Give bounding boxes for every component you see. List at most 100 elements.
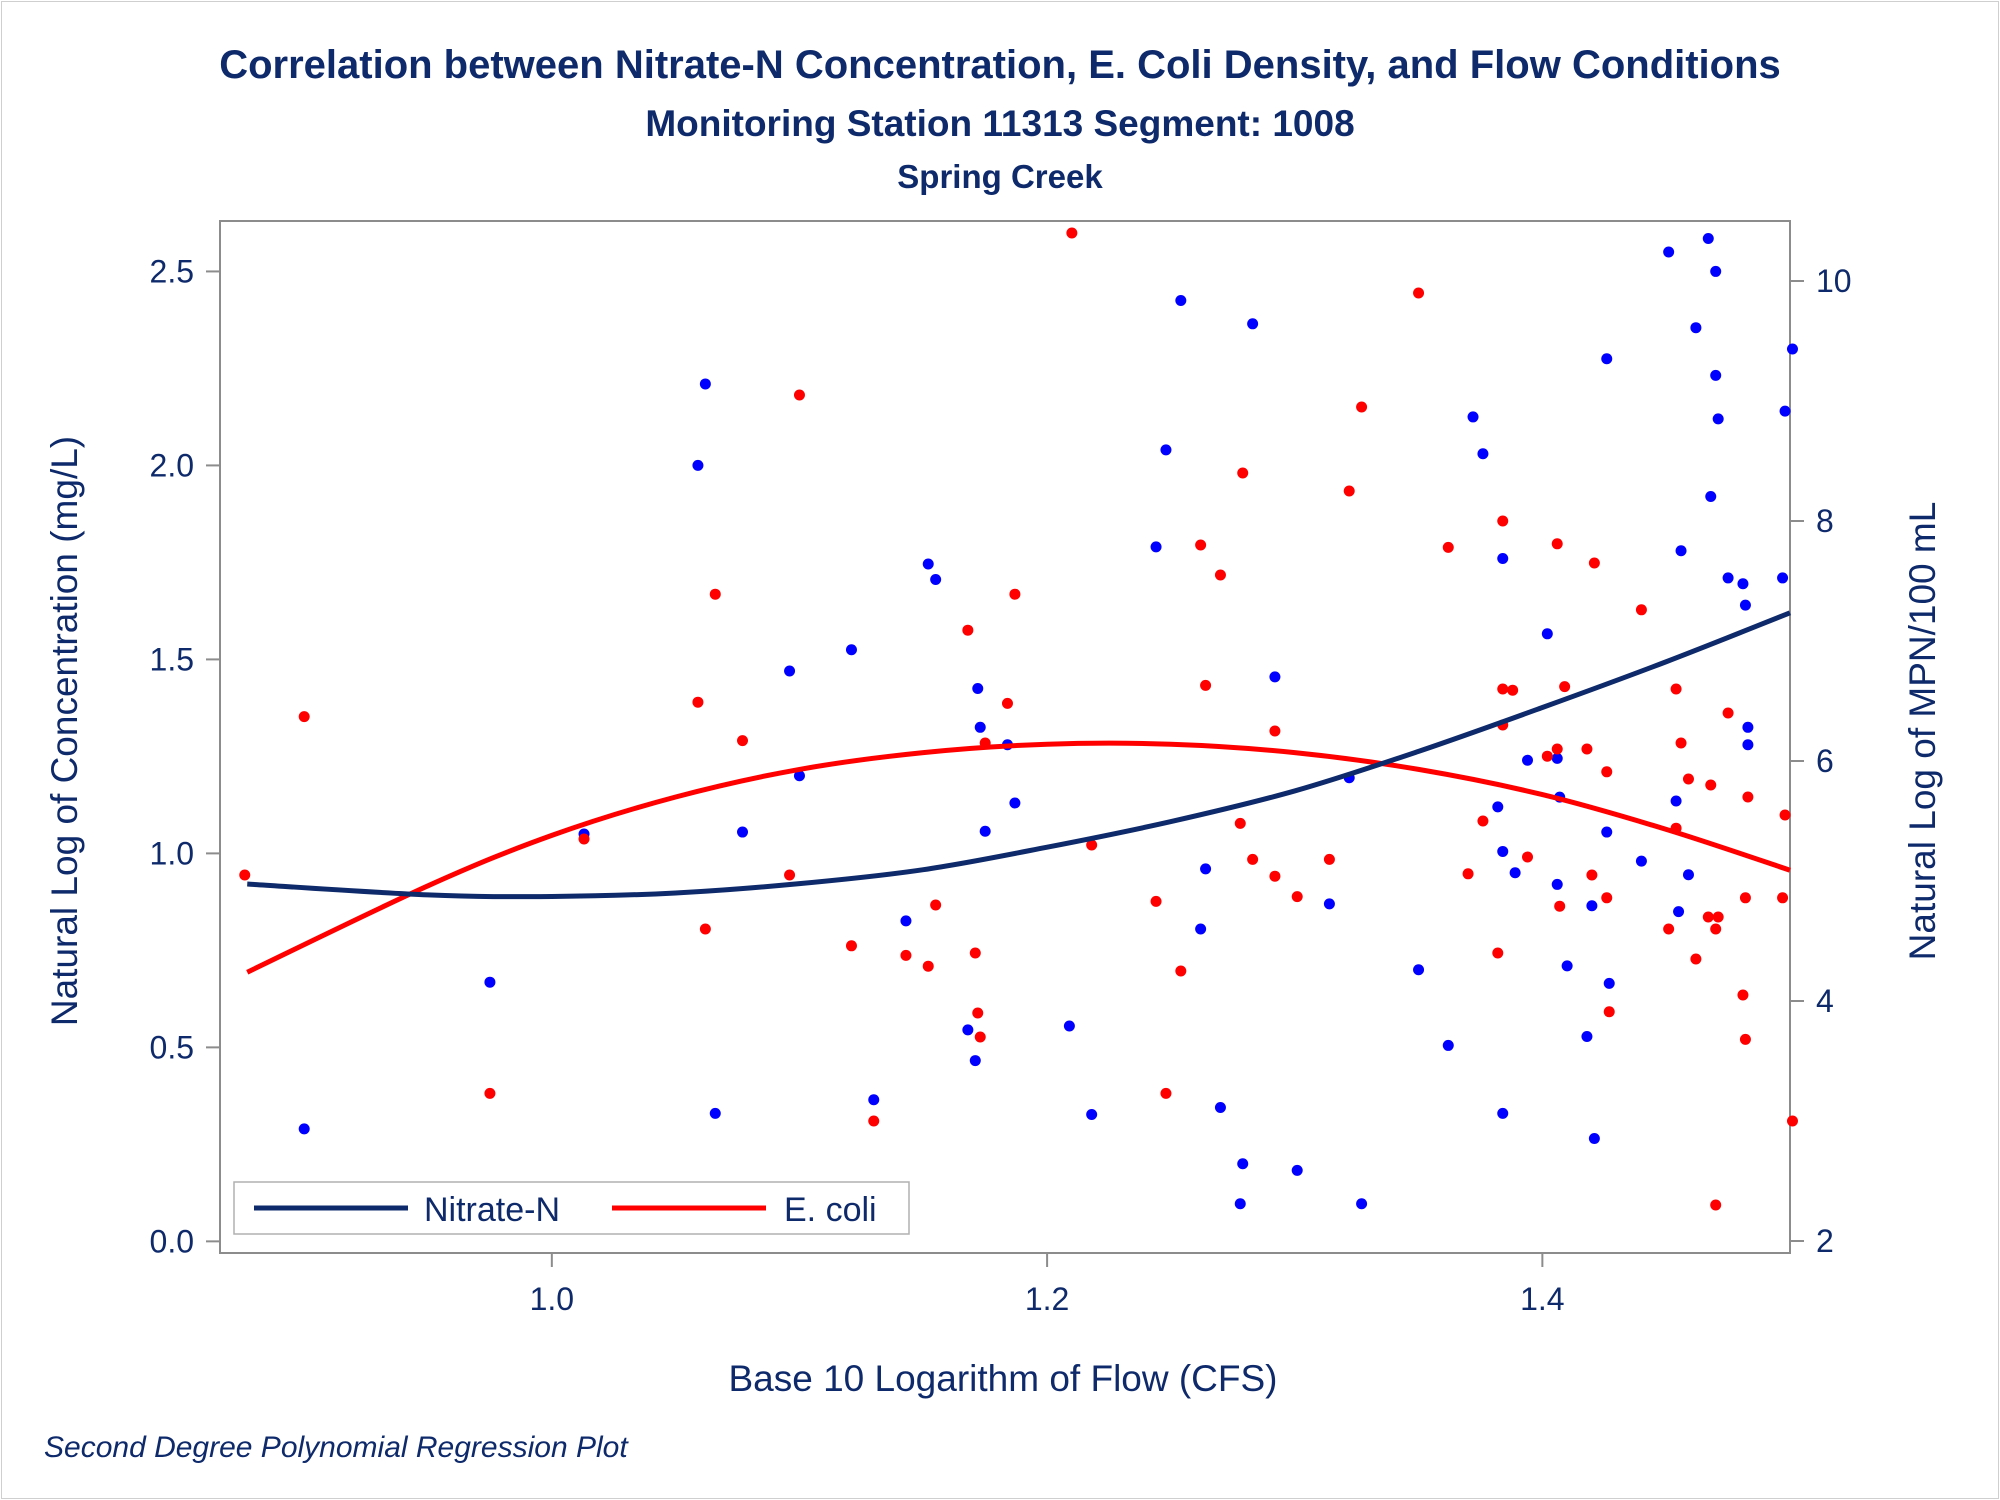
nitrate-point — [1712, 413, 1724, 425]
ecoli-point — [1581, 743, 1593, 755]
ecoli-point — [1541, 750, 1553, 762]
ecoli-point — [972, 1007, 984, 1019]
nitrate-point — [1442, 1039, 1454, 1051]
ecoli-point — [1586, 869, 1598, 881]
ecoli-point — [1442, 541, 1454, 553]
nitrate-point — [1682, 869, 1694, 881]
ecoli-point — [974, 1031, 986, 1043]
ecoli-point — [1462, 868, 1474, 880]
nitrate-point — [1009, 797, 1021, 809]
x-tick-label: 1.4 — [1520, 1281, 1564, 1317]
ecoli-point — [1682, 773, 1694, 785]
ecoli-point — [1237, 467, 1249, 479]
nitrate-point — [1497, 845, 1509, 857]
nitrate-point — [1413, 964, 1425, 976]
footnote: Second Degree Polynomial Regression Plot — [44, 1431, 629, 1464]
nitrate-point — [1601, 353, 1613, 365]
nitrate-point — [1673, 906, 1685, 918]
x-axis-title: Base 10 Logarithm of Flow (CFS) — [728, 1358, 1277, 1399]
nitrate-point — [868, 1094, 880, 1106]
x-tick-label: 1.2 — [1025, 1281, 1069, 1317]
chart-subtitle-location: Spring Creek — [897, 158, 1103, 195]
nitrate-point — [699, 378, 711, 390]
ecoli-point — [1195, 539, 1207, 551]
ecoli-point — [1777, 892, 1789, 904]
y2-tick-label: 8 — [1816, 503, 1834, 539]
y-tick-label: 2.5 — [150, 253, 194, 289]
nitrate-point — [1742, 739, 1754, 751]
ecoli-point — [699, 923, 711, 935]
ecoli-point — [1786, 1115, 1798, 1127]
ecoli-point — [1739, 892, 1751, 904]
ecoli-point — [1269, 870, 1281, 882]
ecoli-point — [1588, 557, 1600, 569]
ecoli-point — [1150, 895, 1162, 907]
plot-area-border — [219, 220, 1791, 1254]
nitrate-point — [793, 770, 805, 782]
ecoli-point — [1160, 1087, 1172, 1099]
nitrate-point — [1739, 599, 1751, 611]
nitrate-point — [1195, 923, 1207, 935]
y-axis-right-title: Natural Log of MPN/100 mL — [1902, 502, 1943, 961]
ecoli-point — [1690, 953, 1702, 965]
ecoli-point — [1702, 911, 1714, 923]
chart-title: Correlation between Nitrate-N Concentrat… — [219, 43, 1781, 87]
ecoli-point — [1200, 679, 1212, 691]
nitrate-point — [845, 644, 857, 656]
legend-label-ecoli: E. coli — [784, 1191, 877, 1229]
ecoli-point — [1551, 743, 1563, 755]
nitrate-point — [974, 721, 986, 733]
ecoli-point — [1603, 1006, 1615, 1018]
ecoli-point — [793, 389, 805, 401]
ecoli-point — [239, 869, 251, 881]
y-tick-label: 0.0 — [150, 1223, 194, 1259]
nitrate-point — [962, 1024, 974, 1036]
ecoli-point — [1522, 851, 1534, 863]
nitrate-point — [1588, 1133, 1600, 1145]
y-axis-left: 0.0 0.5 1.0 1.5 2.0 2.5 — [150, 253, 220, 1259]
ecoli-fit-line — [246, 740, 1791, 975]
ecoli-point — [900, 949, 912, 961]
nitrate-point — [709, 1107, 721, 1119]
nitrate-point — [1497, 553, 1509, 565]
ecoli-point — [298, 711, 310, 723]
nitrate-point — [1670, 795, 1682, 807]
ecoli-point — [1356, 401, 1368, 413]
nitrate-point — [298, 1123, 310, 1135]
y-axis-left-title: Natural Log of Concentration (mg/L) — [44, 436, 85, 1026]
nitrate-point — [784, 665, 796, 677]
ecoli-point — [962, 624, 974, 636]
ecoli-point — [1507, 684, 1519, 696]
ecoli-point — [1269, 725, 1281, 737]
ecoli-point — [1001, 697, 1013, 709]
nitrate-point — [1722, 572, 1734, 584]
nitrate-point — [1467, 411, 1479, 423]
ecoli-point — [709, 588, 721, 600]
ecoli-point — [1554, 900, 1566, 912]
nitrate-point — [1603, 977, 1615, 989]
nitrate-point — [930, 573, 942, 585]
ecoli-point — [1497, 683, 1509, 695]
nitrate-point — [1356, 1198, 1368, 1210]
ecoli-point — [1635, 604, 1647, 616]
y2-tick-label: 4 — [1816, 983, 1834, 1019]
ecoli-point — [1737, 989, 1749, 1001]
x-tick-label: 1.0 — [530, 1281, 574, 1317]
y-tick-label: 2.0 — [150, 447, 194, 483]
ecoli-point — [1247, 853, 1259, 865]
ecoli-point — [1234, 817, 1246, 829]
scatter-points — [239, 227, 1798, 1211]
y-tick-label: 0.5 — [150, 1029, 194, 1065]
ecoli-point — [1291, 891, 1303, 903]
nitrate-point — [1509, 867, 1521, 879]
nitrate-point — [922, 558, 934, 570]
nitrate-point — [972, 683, 984, 695]
nitrate-point — [1551, 752, 1563, 764]
ecoli-point — [1670, 683, 1682, 695]
plot-area: 1.0 1.2 1.4 0.0 0.5 1.0 1.5 2.0 2.5 2 4 6 8 10 — [150, 220, 1852, 1317]
nitrate-point — [1200, 863, 1212, 875]
nitrate-point — [1063, 1020, 1075, 1032]
nitrate-point — [1086, 1108, 1098, 1120]
